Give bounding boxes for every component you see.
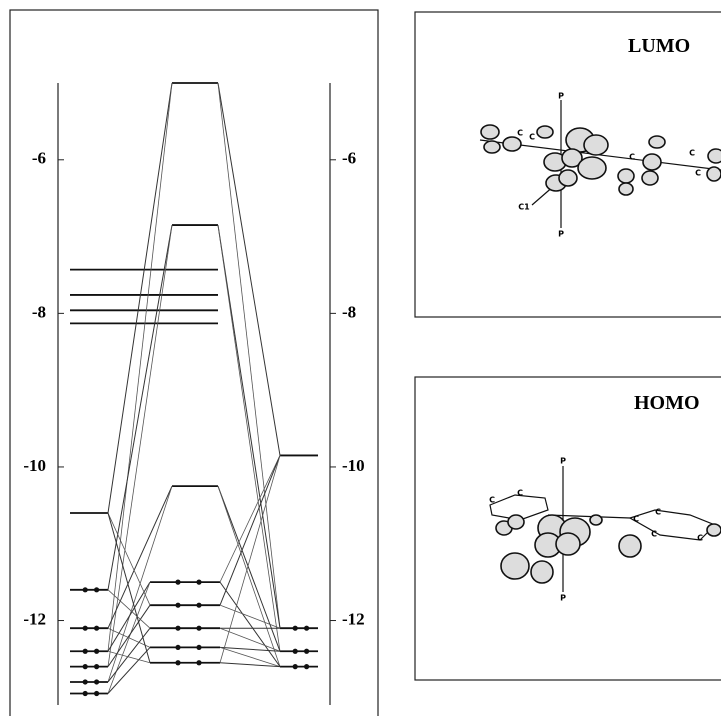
atom-label: C1 [518, 203, 530, 212]
degeneracy-dot [94, 587, 99, 592]
y-tick-label: -12 [342, 609, 365, 628]
degeneracy-dot [83, 626, 88, 631]
correlation-line [108, 513, 150, 605]
atom-label: P [560, 457, 566, 466]
atom-label: P [560, 594, 566, 603]
degeneracy-dot [94, 649, 99, 654]
atom-label: C [517, 489, 523, 498]
degeneracy-dot [94, 691, 99, 696]
degeneracy-dot [196, 580, 201, 585]
y-tick-label: -8 [342, 302, 356, 321]
molecule [490, 466, 721, 592]
degeneracy-dot [175, 626, 180, 631]
degeneracy-dot [175, 603, 180, 608]
panel-title: LUMO [628, 35, 690, 57]
atom-label: C [489, 496, 495, 505]
atom-label: C [651, 530, 657, 539]
degeneracy-dot [175, 580, 180, 585]
degeneracy-dot [175, 660, 180, 665]
degeneracy-dot [196, 603, 201, 608]
atom-label: C [629, 153, 635, 162]
correlation-line [220, 455, 280, 662]
degeneracy-dot [175, 645, 180, 650]
degeneracy-dot [94, 626, 99, 631]
atom-label: C [633, 515, 639, 524]
correlation-line [108, 83, 172, 651]
degeneracy-dot [83, 664, 88, 669]
degeneracy-dot [83, 691, 88, 696]
correlation-line [108, 225, 172, 590]
homo-panel: HOMO P P C C C C C C [415, 377, 721, 680]
y-tick-label: -6 [32, 149, 46, 168]
correlation-line [218, 83, 280, 455]
degeneracy-dot [304, 664, 309, 669]
atom-label: C [695, 169, 701, 178]
degeneracy-dot [293, 649, 298, 654]
y-tick-label: -6 [342, 149, 356, 168]
energy-diagram: -6 -6 -8 -8 -10 -10 -12 -12 [23, 83, 364, 705]
degeneracy-dot [94, 679, 99, 684]
atom-label: C [529, 133, 535, 142]
atom-label: C [697, 534, 703, 543]
degeneracy-dot [83, 679, 88, 684]
y-tick-label: -10 [23, 456, 46, 475]
figure: -6 -6 -8 -8 -10 -10 -12 -12 LUMO P P C1 C C C C… [0, 0, 721, 716]
correlation-line [108, 486, 172, 628]
atom-label: C [655, 508, 661, 517]
degeneracy-dot [83, 649, 88, 654]
degeneracy-dot [293, 626, 298, 631]
molecule [480, 100, 721, 228]
degeneracy-dot [304, 649, 309, 654]
y-tick-label: -8 [32, 302, 46, 321]
correlation-line [220, 455, 280, 605]
atom-label: P [558, 92, 564, 101]
degeneracy-dot [293, 664, 298, 669]
degeneracy-dot [94, 664, 99, 669]
degeneracy-dot [196, 626, 201, 631]
y-tick-label: -10 [342, 456, 365, 475]
degeneracy-dot [196, 645, 201, 650]
degeneracy-dot [83, 587, 88, 592]
degeneracy-dot [196, 660, 201, 665]
correlation-line [218, 83, 280, 628]
panel-title: HOMO [634, 392, 700, 414]
correlation-line [108, 628, 150, 647]
atom-label: P [558, 230, 564, 239]
page: {"energy_diagram": {"ylim": [-13.1, -5.0… [0, 0, 721, 716]
atom-label: C [517, 129, 523, 138]
lumo-panel: LUMO P P C1 C C C C C [415, 12, 721, 317]
atom-label: C [689, 149, 695, 158]
degeneracy-dot [304, 626, 309, 631]
diagram-frame [10, 10, 378, 716]
y-tick-label: -12 [23, 609, 46, 628]
